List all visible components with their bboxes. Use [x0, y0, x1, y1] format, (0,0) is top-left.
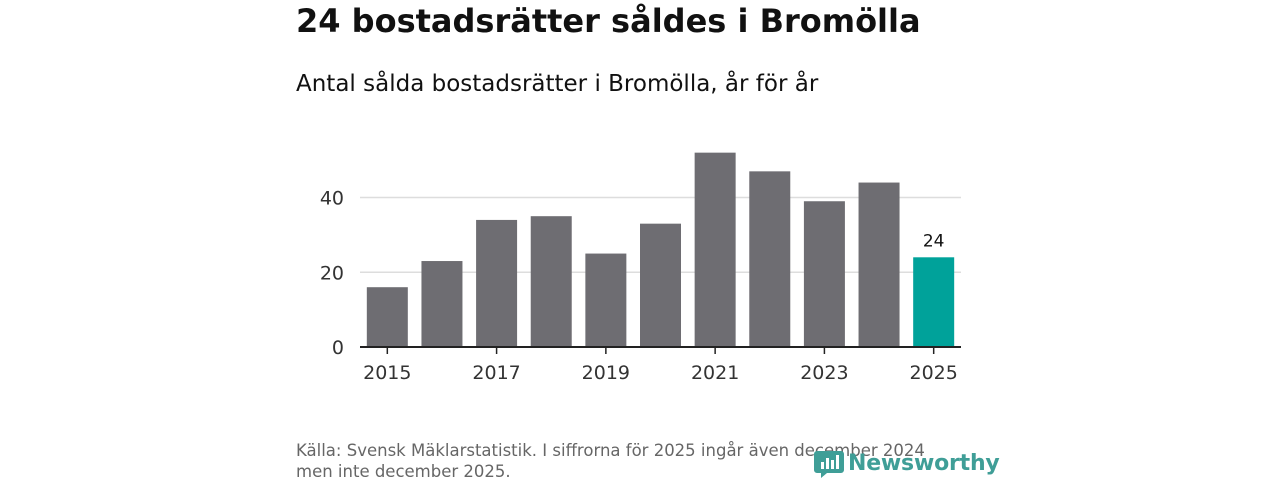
bar-chart: 0 20 40 24 2015 2017 2019 2021 2023 2025: [320, 152, 961, 384]
x-tick-label-2023: 2023: [800, 362, 848, 384]
bar-2023: [803, 201, 845, 347]
bar-2017: [476, 219, 518, 347]
x-tick-label-2021: 2021: [691, 362, 739, 384]
bar-2016: [421, 261, 463, 347]
bar-2025: [913, 257, 955, 347]
bar-2020: [640, 223, 681, 347]
source-note: Källa: Svensk Mäklarstatistik. I siffror…: [296, 440, 956, 482]
brand-name: Newsworthy: [848, 450, 1000, 476]
y-tick-label-20: 20: [320, 262, 344, 284]
bar-2022: [749, 171, 791, 347]
bar-2021: [694, 152, 736, 347]
newsworthy-logo: Newsworthy: [814, 446, 1000, 480]
source-line-1: Källa: Svensk Mäklarstatistik. I siffror…: [296, 441, 925, 460]
bar-2019: [585, 253, 627, 347]
x-tick-label-2025: 2025: [910, 362, 958, 384]
chart-subtitle: Antal sålda bostadsrätter i Bromölla, år…: [296, 71, 819, 97]
data-label-2025: 24: [923, 231, 945, 251]
bar-2015: [366, 287, 408, 347]
newsworthy-chart-icon: [814, 451, 844, 478]
bar-2024: [858, 182, 900, 347]
y-tick-label-40: 40: [320, 188, 344, 210]
source-line-2: men inte december 2025.: [296, 462, 511, 481]
x-tick-label-2017: 2017: [472, 362, 520, 384]
y-tick-label-0: 0: [332, 337, 344, 359]
x-tick-label-2019: 2019: [582, 362, 630, 384]
bar-2018: [530, 216, 572, 347]
chart-title: 24 bostadsrätter såldes i Bromölla: [296, 2, 921, 40]
x-tick-label-2015: 2015: [363, 362, 411, 384]
